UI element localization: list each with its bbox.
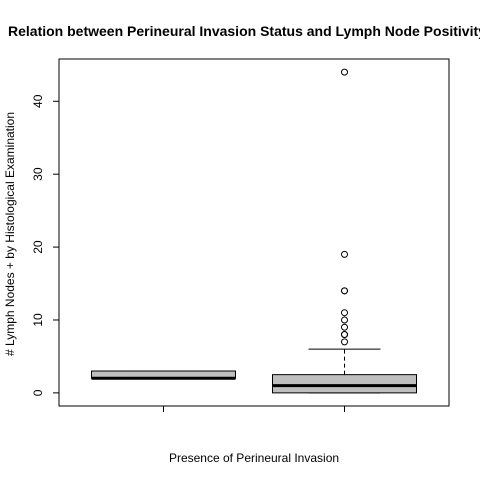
boxes [91,68,417,394]
box-group [91,370,236,380]
plot-frame [58,58,450,407]
y-tick-label: 30 [31,167,45,181]
box-group [272,68,417,394]
chart-title: Relation between Perineural Invasion Sta… [8,23,480,39]
x-axis-label: Presence of Perineural Invasion [169,451,339,465]
y-tick-label: 0 [31,389,45,396]
outlier-point [341,309,348,317]
outlier-point [341,331,348,339]
outlier-point [341,68,348,76]
x-axis [163,406,345,412]
y-axis: 0 10 20 30 40 [31,94,60,396]
box [272,374,417,394]
y-tick-label: 40 [31,94,45,108]
outlier-point [341,316,348,324]
outlier-point [341,250,348,258]
y-axis-label: # Lymph Nodes + by Histological Examinat… [3,112,17,356]
outlier-point [341,338,348,346]
y-tick-label: 20 [31,240,45,254]
outlier-point [341,323,348,331]
outlier-point [341,287,348,295]
y-tick-label: 10 [31,313,45,327]
